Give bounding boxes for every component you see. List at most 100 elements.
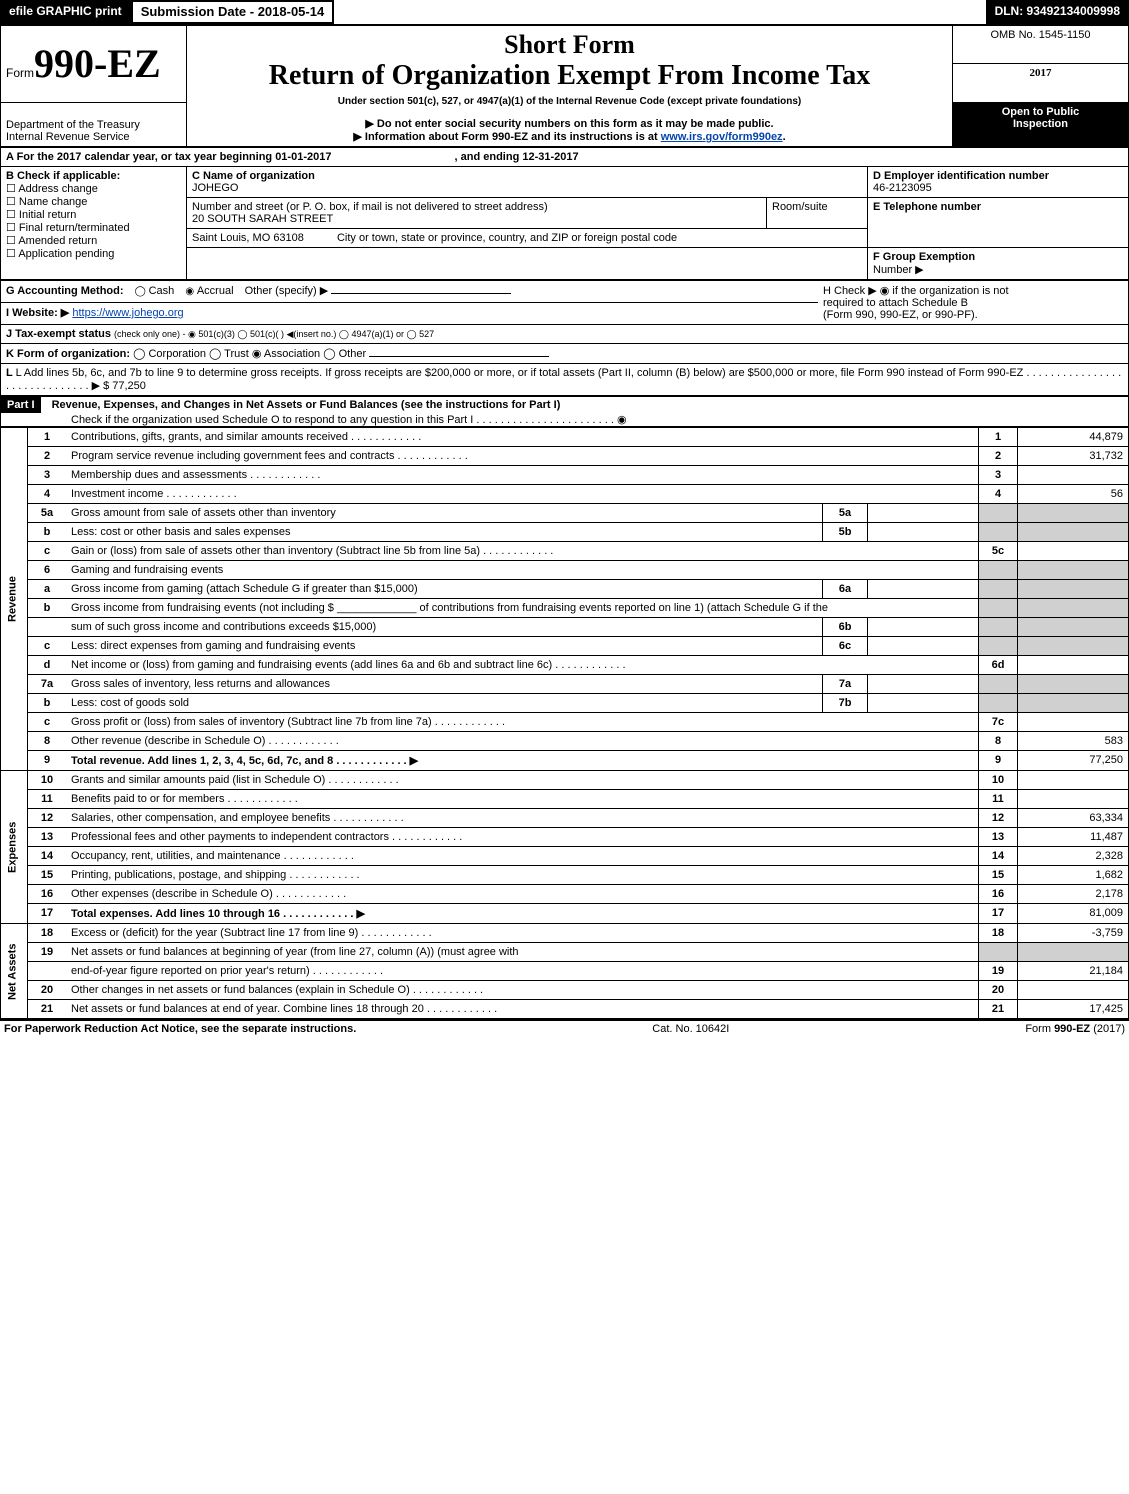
efile-print-button[interactable]: efile GRAPHIC print bbox=[0, 0, 131, 24]
right-line-number: 14 bbox=[979, 847, 1018, 866]
part1-label: Part I bbox=[1, 397, 41, 413]
netassets-section-label: Net Assets bbox=[1, 924, 28, 1019]
footer: For Paperwork Reduction Act Notice, see … bbox=[0, 1019, 1129, 1037]
right-line-number: 15 bbox=[979, 866, 1018, 885]
amount-value: 77,250 bbox=[1018, 751, 1129, 771]
line-number: 20 bbox=[28, 981, 67, 1000]
form-prefix: Form bbox=[6, 66, 34, 80]
shaded-amt bbox=[1018, 523, 1129, 542]
line-description: Grants and similar amounts paid (list in… bbox=[66, 771, 979, 790]
line-description: Membership dues and assessments . . . . … bbox=[66, 466, 979, 485]
line-description: Excess or (deficit) for the year (Subtra… bbox=[66, 924, 979, 943]
line-number: 1 bbox=[28, 428, 67, 447]
sub-line-number: 7b bbox=[823, 694, 868, 713]
line-number: 4 bbox=[28, 485, 67, 504]
h-line2: required to attach Schedule B bbox=[823, 297, 1123, 309]
d-ein-label: D Employer identification number bbox=[873, 170, 1123, 182]
right-line-number: 3 bbox=[979, 466, 1018, 485]
line-number: c bbox=[28, 637, 67, 656]
line-description: Net assets or fund balances at end of ye… bbox=[66, 1000, 979, 1019]
g-cash[interactable]: Cash bbox=[135, 285, 175, 297]
right-line-number: 12 bbox=[979, 809, 1018, 828]
line-description: end-of-year figure reported on prior yea… bbox=[66, 962, 979, 981]
amount-value: 11,487 bbox=[1018, 828, 1129, 847]
line-description: Contributions, gifts, grants, and simila… bbox=[66, 428, 979, 447]
right-line-number: 6d bbox=[979, 656, 1018, 675]
line-description: Less: direct expenses from gaming and fu… bbox=[66, 637, 823, 656]
chk-initial-return[interactable]: Initial return bbox=[6, 208, 181, 221]
amount-value bbox=[1018, 542, 1129, 561]
sub-line-number: 6b bbox=[823, 618, 868, 637]
line-number: 2 bbox=[28, 447, 67, 466]
omb-cell: OMB No. 1545-1150 bbox=[953, 26, 1129, 64]
chk-application-pending[interactable]: Application pending bbox=[6, 247, 181, 260]
right-line-number: 4 bbox=[979, 485, 1018, 504]
shaded-num bbox=[979, 523, 1018, 542]
short-form-title: Short Form bbox=[192, 30, 947, 60]
h-line3: (Form 990, 990-EZ, or 990-PF). bbox=[823, 309, 1123, 321]
part1-row: 9Total revenue. Add lines 1, 2, 3, 4, 5c… bbox=[1, 751, 1129, 771]
chk-name-change[interactable]: Name change bbox=[6, 195, 181, 208]
part1-row: end-of-year figure reported on prior yea… bbox=[1, 962, 1129, 981]
k-options: ◯ Corporation ◯ Trust ◉ Association ◯ Ot… bbox=[133, 348, 366, 360]
shaded-num bbox=[979, 599, 1018, 618]
line-description: sum of such gross income and contributio… bbox=[66, 618, 823, 637]
amount-value: 44,879 bbox=[1018, 428, 1129, 447]
amount-value: 2,328 bbox=[1018, 847, 1129, 866]
g-other[interactable]: Other (specify) ▶ bbox=[245, 285, 329, 297]
note-info: ▶ Information about Form 990-EZ and its … bbox=[192, 130, 947, 143]
line-description: Gross profit or (loss) from sales of inv… bbox=[66, 713, 979, 732]
sub-line-number: 5b bbox=[823, 523, 868, 542]
amount-value: 17,425 bbox=[1018, 1000, 1129, 1019]
part1-row: 13Professional fees and other payments t… bbox=[1, 828, 1129, 847]
dept-treasury: Department of the Treasury bbox=[6, 119, 181, 131]
shaded-num bbox=[979, 675, 1018, 694]
dln-box: DLN: 93492134009998 bbox=[986, 0, 1129, 24]
part1-row: 4Investment income . . . . . . . . . . .… bbox=[1, 485, 1129, 504]
open-to-public-box: Open to Public Inspection bbox=[953, 102, 1129, 146]
amount-value bbox=[1018, 981, 1129, 1000]
line-number: d bbox=[28, 656, 67, 675]
org-name: JOHEGO bbox=[192, 182, 862, 194]
footer-left: For Paperwork Reduction Act Notice, see … bbox=[4, 1023, 356, 1035]
l-text: L Add lines 5b, 6c, and 7b to line 9 to … bbox=[16, 367, 1024, 379]
right-line-number: 10 bbox=[979, 771, 1018, 790]
right-line-number: 5c bbox=[979, 542, 1018, 561]
line-description: Other expenses (describe in Schedule O) … bbox=[66, 885, 979, 904]
part1-row: Net Assets18Excess or (deficit) for the … bbox=[1, 924, 1129, 943]
part1-row: aGross income from gaming (attach Schedu… bbox=[1, 580, 1129, 599]
line-a-end: , and ending 12-31-2017 bbox=[455, 151, 579, 163]
chk-final-return[interactable]: Final return/terminated bbox=[6, 221, 181, 234]
line-number: b bbox=[28, 599, 67, 618]
sub-line-number: 5a bbox=[823, 504, 868, 523]
shaded-num bbox=[979, 637, 1018, 656]
shaded-num bbox=[979, 943, 1018, 962]
sub-amount bbox=[868, 523, 979, 542]
right-line-number: 17 bbox=[979, 904, 1018, 924]
shaded-amt bbox=[1018, 599, 1129, 618]
line-number: b bbox=[28, 694, 67, 713]
line-description: Occupancy, rent, utilities, and maintena… bbox=[66, 847, 979, 866]
part1-row: 19Net assets or fund balances at beginni… bbox=[1, 943, 1129, 962]
part1-row: cLess: direct expenses from gaming and f… bbox=[1, 637, 1129, 656]
g-accrual[interactable]: Accrual bbox=[185, 285, 233, 297]
amount-value: 2,178 bbox=[1018, 885, 1129, 904]
part1-row: 8Other revenue (describe in Schedule O) … bbox=[1, 732, 1129, 751]
part1-row: 21Net assets or fund balances at end of … bbox=[1, 1000, 1129, 1019]
part1-row: 17Total expenses. Add lines 10 through 1… bbox=[1, 904, 1129, 924]
chk-amended-return[interactable]: Amended return bbox=[6, 234, 181, 247]
tax-year: 2017 bbox=[953, 64, 1129, 102]
website-link[interactable]: https://www.johego.org bbox=[72, 307, 183, 319]
city-value: Saint Louis, MO 63108 bbox=[192, 232, 304, 244]
line-description: Gain or (loss) from sale of assets other… bbox=[66, 542, 979, 561]
sub-line-number: 6a bbox=[823, 580, 868, 599]
identity-table: A For the 2017 calendar year, or tax yea… bbox=[0, 147, 1129, 280]
line-number bbox=[28, 618, 67, 637]
sub-amount bbox=[868, 637, 979, 656]
form990ez-link[interactable]: www.irs.gov/form990ez bbox=[661, 131, 783, 143]
line-description: Total expenses. Add lines 10 through 16 … bbox=[66, 904, 979, 924]
shaded-num bbox=[979, 561, 1018, 580]
g-label: G Accounting Method: bbox=[6, 285, 124, 297]
chk-address-change[interactable]: Address change bbox=[6, 182, 181, 195]
sub-amount bbox=[868, 694, 979, 713]
